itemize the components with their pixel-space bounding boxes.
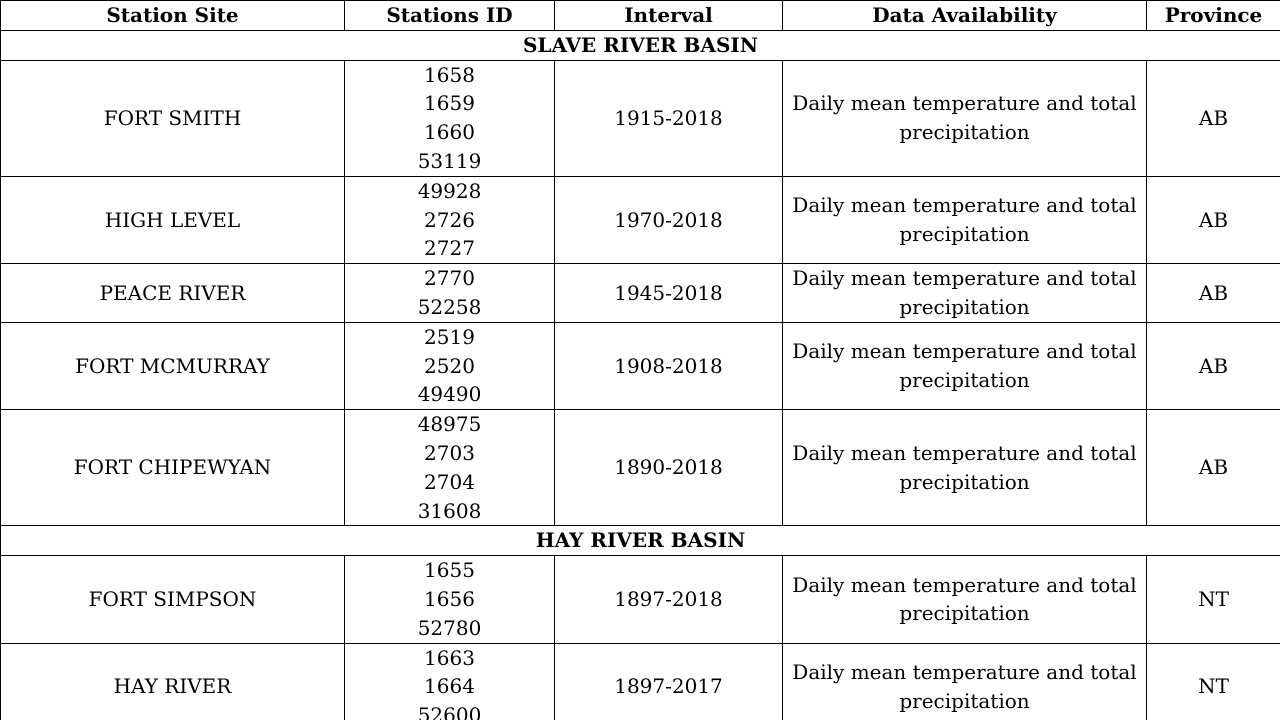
header-data-availability: Data Availability — [782, 0, 1147, 31]
header-province: Province — [1146, 0, 1280, 31]
interval: 1890-2018 — [554, 409, 783, 527]
station-id: 2726 — [424, 207, 475, 232]
data-availability: Daily mean temperature and total precipi… — [782, 59, 1147, 177]
province: AB — [1146, 409, 1280, 527]
header-interval: Interval — [554, 0, 783, 31]
station-ids: 48975 2703 2704 31608 — [344, 409, 555, 527]
interval: 1897-2018 — [554, 555, 783, 644]
province: AB — [1146, 175, 1280, 265]
station-id: 2519 — [424, 324, 475, 349]
station-id: 2520 — [424, 353, 475, 378]
station-id: 1663 — [424, 645, 475, 670]
station-id: 53119 — [417, 148, 482, 173]
station-site: HAY RIVER — [0, 642, 345, 720]
group-title: HAY RIVER BASIN — [0, 525, 1280, 557]
station-id: 2704 — [424, 469, 475, 494]
province: NT — [1146, 555, 1280, 644]
table-row: FORT MCMURRAY 2519 2520 49490 1908-2018 … — [0, 321, 1280, 411]
table-row: HIGH LEVEL 49928 2726 2727 1970-2018 Dai… — [0, 175, 1280, 265]
station-site: FORT CHIPEWYAN — [0, 409, 345, 527]
table-row: FORT CHIPEWYAN 48975 2703 2704 31608 189… — [0, 409, 1280, 527]
station-id: 49928 — [417, 178, 482, 203]
station-id: 49490 — [417, 382, 482, 407]
data-availability: Daily mean temperature and total precipi… — [782, 555, 1147, 644]
station-ids: 1655 1656 52780 — [344, 555, 555, 644]
interval: 1945-2018 — [554, 263, 783, 323]
station-id: 1664 — [424, 674, 475, 699]
data-availability: Daily mean temperature and total precipi… — [782, 321, 1147, 411]
group-title: SLAVE RIVER BASIN — [0, 29, 1280, 61]
station-id: 31608 — [417, 498, 482, 523]
station-id: 52600 — [417, 703, 482, 720]
station-id: 1660 — [424, 120, 475, 145]
station-site: FORT SMITH — [0, 59, 345, 177]
interval: 1908-2018 — [554, 321, 783, 411]
station-id: 2770 — [424, 266, 475, 291]
station-id: 2703 — [424, 440, 475, 465]
interval: 1970-2018 — [554, 175, 783, 265]
station-ids: 49928 2726 2727 — [344, 175, 555, 265]
station-ids: 2519 2520 49490 — [344, 321, 555, 411]
station-site: FORT SIMPSON — [0, 555, 345, 644]
data-availability: Daily mean temperature and total precipi… — [782, 263, 1147, 323]
station-id: 1656 — [424, 586, 475, 611]
table-row: FORT SIMPSON 1655 1656 52780 1897-2018 D… — [0, 555, 1280, 644]
table-row: PEACE RIVER 2770 52258 1945-2018 Daily m… — [0, 263, 1280, 323]
data-availability: Daily mean temperature and total precipi… — [782, 409, 1147, 527]
station-id: 52258 — [417, 294, 482, 319]
header-stations-id: Stations ID — [344, 0, 555, 31]
station-id: 2727 — [424, 236, 475, 261]
station-ids: 1658 1659 1660 53119 — [344, 59, 555, 177]
station-site: PEACE RIVER — [0, 263, 345, 323]
table-row: HAY RIVER 1663 1664 52600 1897-2017 Dail… — [0, 642, 1280, 720]
station-ids: 1663 1664 52600 — [344, 642, 555, 720]
header-station-site: Station Site — [0, 0, 345, 31]
group-row-slave-river-basin: SLAVE RIVER BASIN — [0, 29, 1280, 61]
province: AB — [1146, 321, 1280, 411]
station-id: 52780 — [417, 615, 482, 640]
station-id: 1655 — [424, 558, 475, 583]
header-row: Station Site Stations ID Interval Data A… — [0, 0, 1280, 31]
station-id: 48975 — [417, 412, 482, 437]
interval: 1897-2017 — [554, 642, 783, 720]
data-availability: Daily mean temperature and total precipi… — [782, 175, 1147, 265]
station-ids: 2770 52258 — [344, 263, 555, 323]
province: NT — [1146, 642, 1280, 720]
province: AB — [1146, 59, 1280, 177]
station-site: HIGH LEVEL — [0, 175, 345, 265]
interval: 1915-2018 — [554, 59, 783, 177]
table-row: FORT SMITH 1658 1659 1660 53119 1915-201… — [0, 59, 1280, 177]
group-row-hay-river-basin: HAY RIVER BASIN — [0, 525, 1280, 557]
station-id: 1658 — [424, 62, 475, 87]
station-site: FORT MCMURRAY — [0, 321, 345, 411]
data-availability: Daily mean temperature and total precipi… — [782, 642, 1147, 720]
station-id: 1659 — [424, 91, 475, 116]
province: AB — [1146, 263, 1280, 323]
